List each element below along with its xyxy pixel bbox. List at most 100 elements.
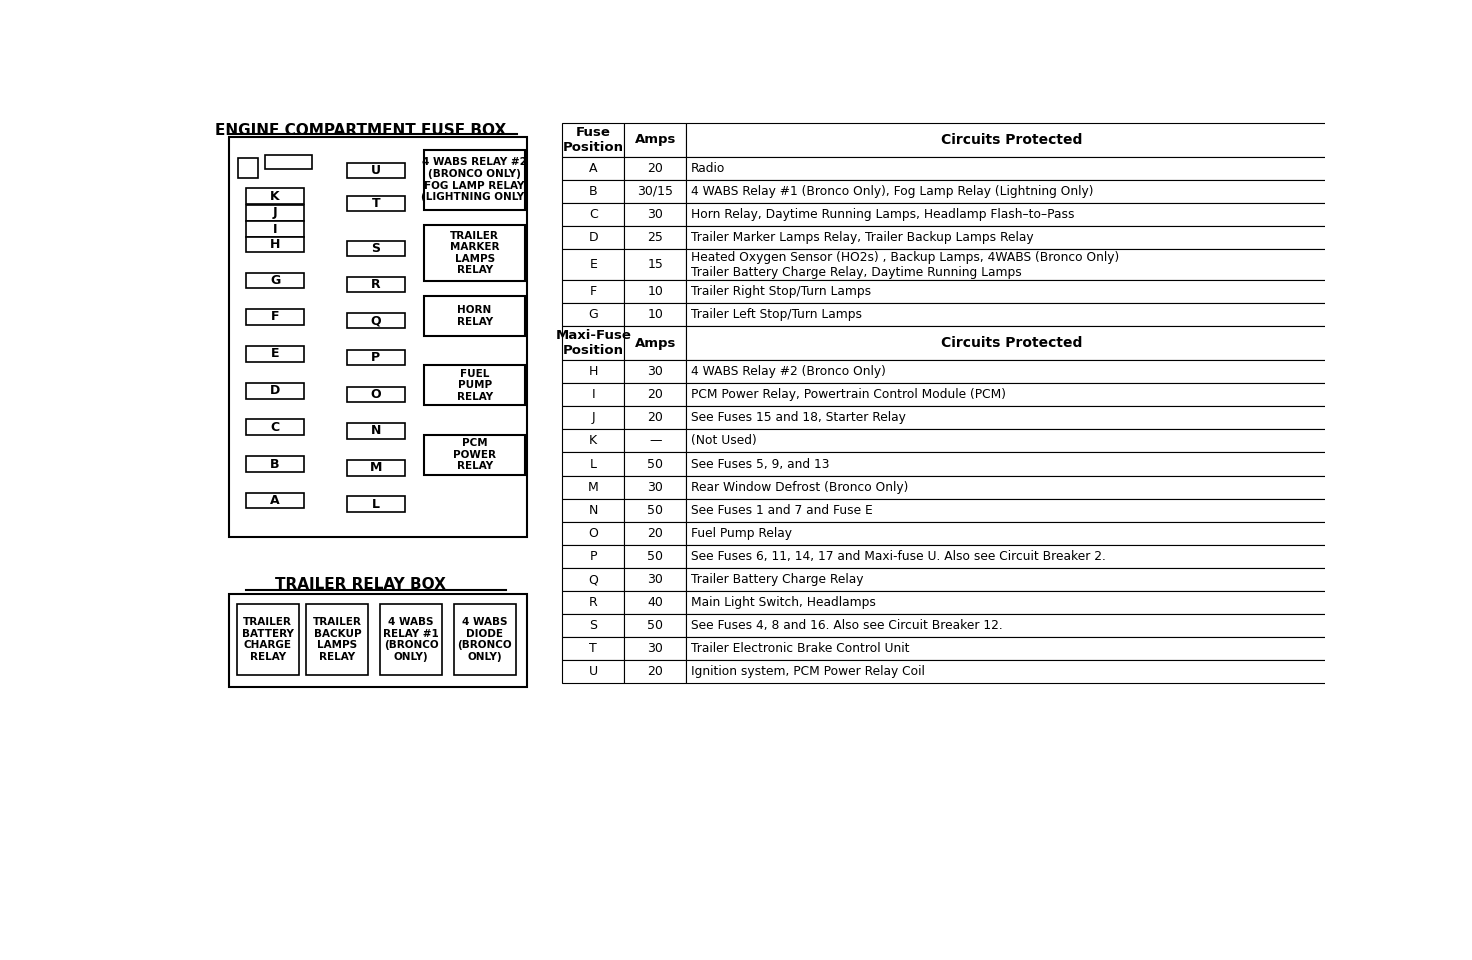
Text: K: K — [271, 189, 280, 203]
Bar — [424, 366, 526, 405]
Bar — [424, 226, 526, 280]
Bar — [686, 522, 1337, 545]
Text: 4 WABS RELAY #2
(BRONCO ONLY)
FOG LAMP RELAY
(LIGHTNING ONLY): 4 WABS RELAY #2 (BRONCO ONLY) FOG LAMP R… — [421, 157, 528, 203]
Bar — [686, 326, 1337, 360]
Text: Amps: Amps — [634, 133, 676, 146]
Text: H: H — [269, 238, 280, 252]
Text: G: G — [269, 275, 280, 287]
Text: 30: 30 — [648, 573, 664, 586]
Text: 10: 10 — [648, 285, 664, 298]
Text: 50: 50 — [648, 550, 664, 563]
Bar — [686, 250, 1337, 280]
Text: 4 WABS
DIODE
(BRONCO
ONLY): 4 WABS DIODE (BRONCO ONLY) — [458, 617, 512, 662]
Text: TRAILER
BATTERY
CHARGE
RELAY: TRAILER BATTERY CHARGE RELAY — [241, 617, 293, 662]
Text: TRAILER RELAY BOX: TRAILER RELAY BOX — [275, 577, 446, 592]
Bar — [686, 227, 1337, 250]
Text: 50: 50 — [648, 458, 664, 470]
Text: 30: 30 — [648, 365, 664, 378]
Text: E: E — [271, 348, 280, 360]
Bar — [624, 475, 686, 498]
Text: 15: 15 — [648, 258, 664, 271]
Text: F: F — [590, 285, 596, 298]
Text: TRAILER
MARKER
LAMPS
RELAY: TRAILER MARKER LAMPS RELAY — [450, 230, 499, 276]
Bar — [237, 604, 299, 675]
Bar — [562, 203, 624, 227]
Bar — [562, 452, 624, 475]
Bar — [686, 637, 1337, 660]
Text: Fuel Pump Relay: Fuel Pump Relay — [690, 527, 792, 540]
Text: O: O — [589, 527, 598, 540]
Bar — [347, 460, 405, 475]
Bar — [424, 296, 526, 336]
Text: D: D — [589, 231, 598, 244]
Text: —: — — [649, 435, 661, 447]
Bar — [624, 203, 686, 227]
Bar — [624, 383, 686, 406]
Bar — [624, 303, 686, 326]
Bar — [246, 456, 305, 471]
Bar — [347, 387, 405, 402]
Bar — [380, 604, 442, 675]
Text: Trailer Left Stop/Turn Lamps: Trailer Left Stop/Turn Lamps — [690, 308, 861, 322]
Text: 20: 20 — [648, 162, 664, 175]
Text: T: T — [589, 642, 598, 656]
Text: J: J — [272, 206, 277, 220]
Text: D: D — [269, 384, 280, 397]
Text: Q: Q — [589, 573, 598, 586]
Bar — [686, 475, 1337, 498]
Text: K: K — [589, 435, 598, 447]
Text: L: L — [590, 458, 596, 470]
Text: L: L — [372, 497, 380, 511]
Bar — [246, 273, 305, 288]
Bar — [246, 309, 305, 324]
Bar — [347, 313, 405, 328]
Bar — [686, 498, 1337, 522]
Bar — [562, 303, 624, 326]
Text: 4 WABS Relay #1 (Bronco Only), Fog Lamp Relay (Lightning Only): 4 WABS Relay #1 (Bronco Only), Fog Lamp … — [690, 185, 1094, 198]
Bar — [562, 326, 624, 360]
Bar — [624, 568, 686, 591]
Text: B: B — [271, 458, 280, 470]
Bar — [686, 180, 1337, 203]
Text: PCM
POWER
RELAY: PCM POWER RELAY — [453, 438, 496, 471]
Text: 30/15: 30/15 — [637, 185, 673, 198]
Bar — [624, 522, 686, 545]
Text: Trailer Battery Charge Relay: Trailer Battery Charge Relay — [690, 573, 864, 586]
Bar — [562, 360, 624, 383]
Bar — [246, 383, 305, 398]
Bar — [686, 591, 1337, 614]
Bar — [562, 156, 624, 180]
Text: Horn Relay, Daytime Running Lamps, Headlamp Flash–to–Pass: Horn Relay, Daytime Running Lamps, Headl… — [690, 208, 1075, 221]
Bar — [453, 604, 515, 675]
Bar — [562, 123, 624, 156]
Bar — [347, 350, 405, 366]
Text: G: G — [589, 308, 598, 322]
Text: S: S — [589, 619, 598, 633]
Bar — [265, 156, 312, 169]
Text: C: C — [589, 208, 598, 221]
Bar — [562, 475, 624, 498]
Text: M: M — [587, 481, 599, 493]
Text: Main Light Switch, Headlamps: Main Light Switch, Headlamps — [690, 596, 876, 609]
Bar — [624, 360, 686, 383]
Text: Trailer Right Stop/Turn Lamps: Trailer Right Stop/Turn Lamps — [690, 285, 871, 298]
Bar — [624, 660, 686, 684]
Bar — [624, 156, 686, 180]
Bar — [562, 429, 624, 452]
Bar — [624, 123, 686, 156]
Text: 30: 30 — [648, 208, 664, 221]
Bar — [624, 637, 686, 660]
Bar — [686, 303, 1337, 326]
Bar — [347, 276, 405, 292]
Text: F: F — [271, 310, 280, 324]
Text: Fuse
Position: Fuse Position — [562, 126, 624, 154]
Bar — [686, 406, 1337, 429]
Text: 20: 20 — [648, 527, 664, 540]
Text: 30: 30 — [648, 481, 664, 493]
Text: H: H — [589, 365, 598, 378]
Bar — [246, 347, 305, 362]
Text: Rear Window Defrost (Bronco Only): Rear Window Defrost (Bronco Only) — [690, 481, 908, 493]
Bar — [624, 614, 686, 637]
Bar — [246, 188, 305, 204]
Bar — [562, 250, 624, 280]
